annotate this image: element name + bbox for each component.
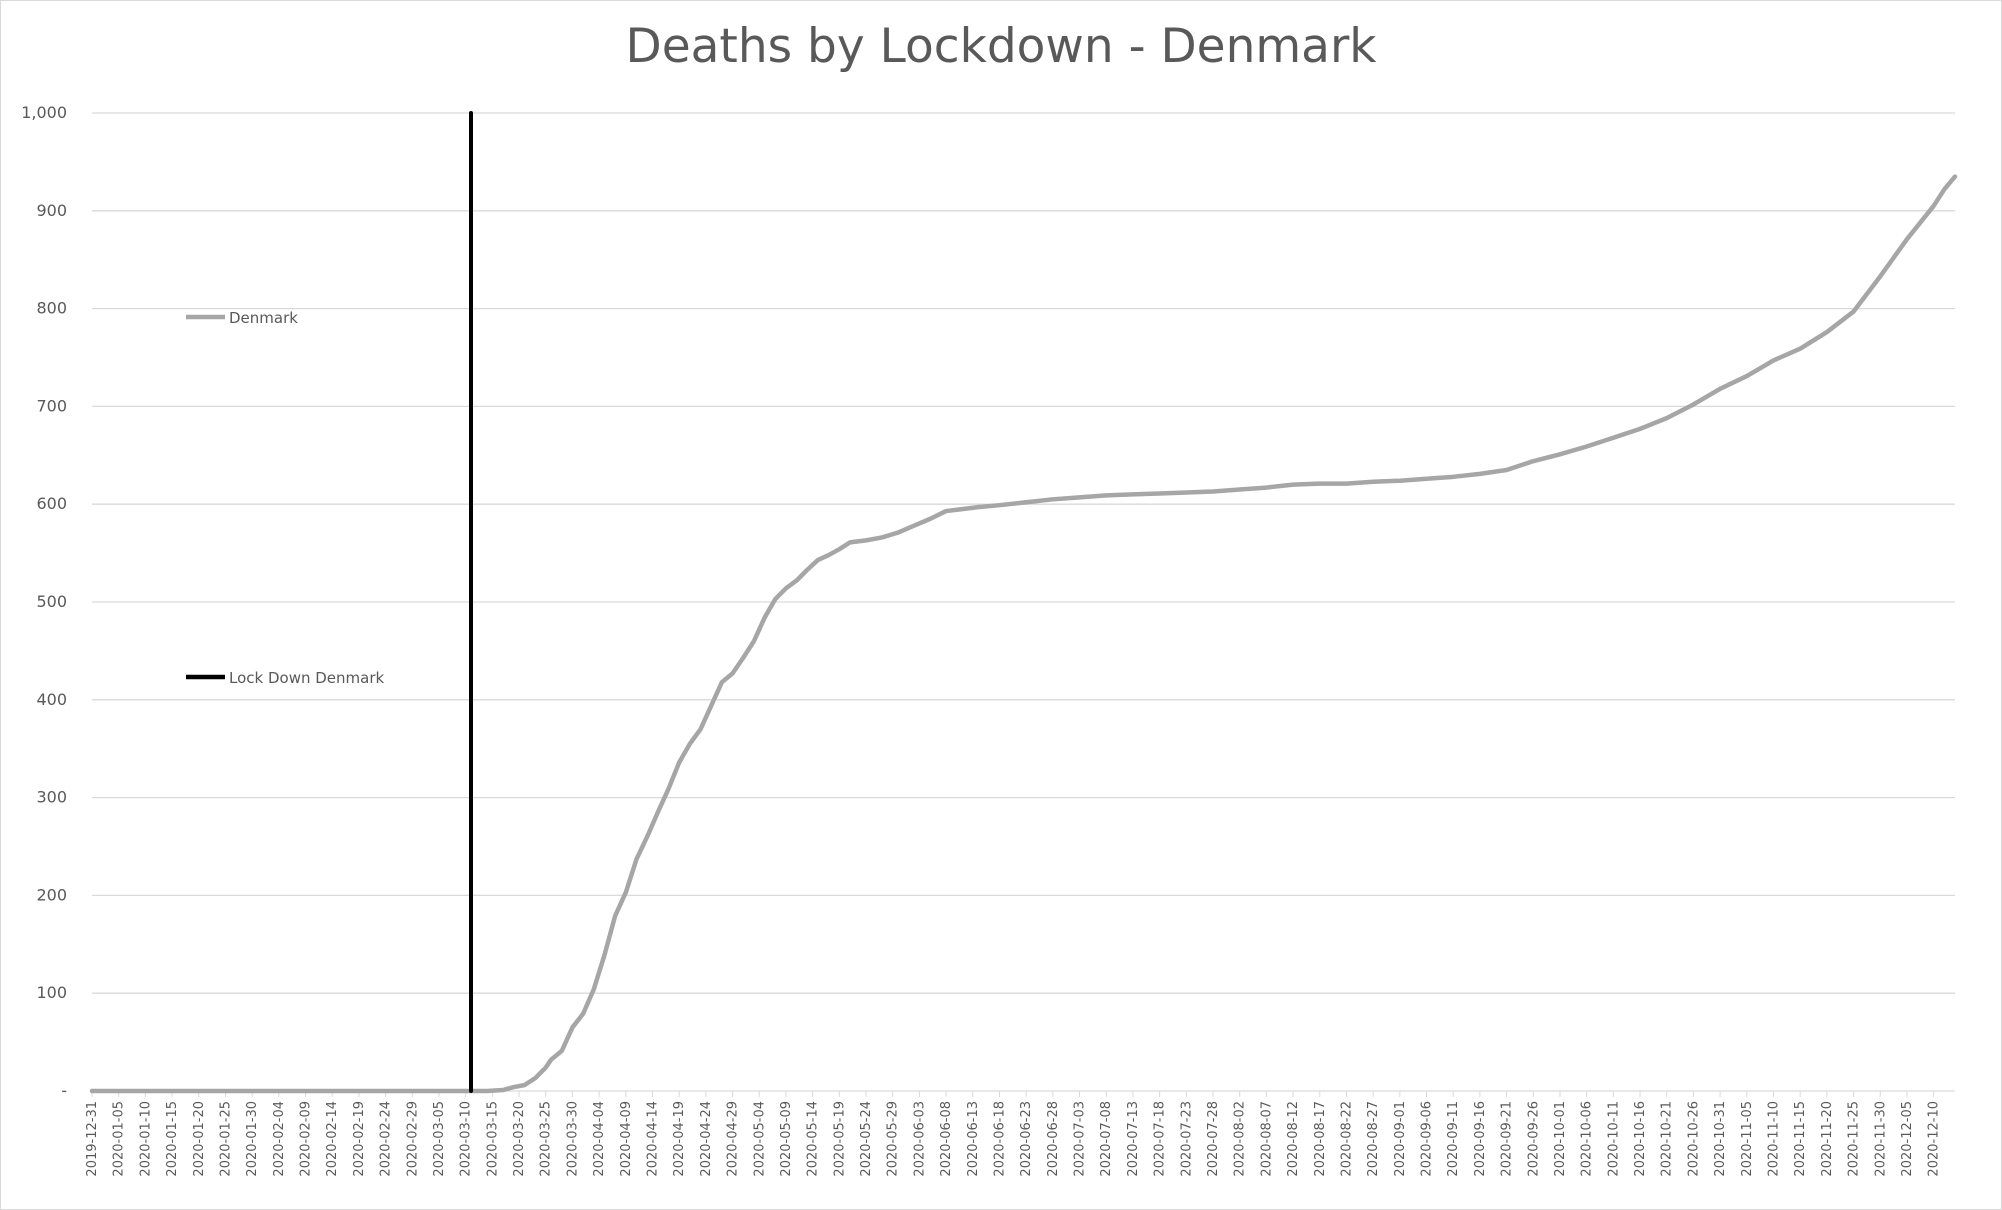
y-tick-label: 500: [36, 592, 67, 611]
x-tick-label: 2020-10-26: [1686, 1101, 1701, 1177]
y-axis: - 100 200 300 400 500 600 700 800 900 1,000: [21, 103, 67, 1100]
x-tick-label: 2020-02-14: [325, 1101, 340, 1177]
x-tick-label: 2020-01-10: [138, 1101, 153, 1177]
x-tick-label: 2020-03-30: [565, 1101, 580, 1177]
x-tick-label: 2020-07-28: [1206, 1101, 1221, 1177]
x-tick-label: 2019-12-31: [85, 1101, 100, 1177]
legend-label: Lock Down Denmark: [229, 669, 384, 687]
x-tick-label: 2020-07-18: [1153, 1101, 1168, 1177]
x-tick-label: 2020-02-24: [379, 1101, 394, 1177]
x-tick-label: 2020-01-25: [218, 1101, 233, 1177]
x-tick-label: 2020-04-04: [592, 1101, 607, 1177]
series-layer: [89, 111, 1958, 1094]
x-tick-label: 2020-02-09: [299, 1101, 314, 1177]
x-tick-label: 2020-11-05: [1740, 1101, 1755, 1177]
x-tick-label: 2020-03-20: [512, 1101, 527, 1177]
y-tick-label: 700: [36, 396, 67, 415]
x-tick-label: 2020-01-20: [192, 1101, 207, 1177]
x-tick-label: 2020-03-10: [459, 1101, 474, 1177]
y-tick-label: -: [61, 1081, 67, 1100]
x-axis: 2019-12-31 2020-01-05 2020-01-10 2020-01-15…: [85, 1091, 1942, 1177]
x-tick-label: 2020-02-04: [272, 1101, 287, 1177]
x-tick-label: 2020-08-22: [1339, 1101, 1354, 1177]
x-tick-label: 2020-08-27: [1366, 1101, 1381, 1177]
x-tick-label: 2020-11-20: [1820, 1101, 1835, 1177]
x-tick-label: 2020-10-06: [1580, 1101, 1595, 1177]
x-tick-label: 2020-10-16: [1633, 1101, 1648, 1177]
y-tick-label: 1,000: [21, 103, 67, 122]
x-tick-label: 2020-09-01: [1393, 1101, 1408, 1177]
x-tick-label: 2020-07-23: [1179, 1101, 1194, 1177]
x-tick-label: 2020-12-05: [1900, 1101, 1915, 1177]
x-tick-label: 2020-05-19: [832, 1101, 847, 1177]
y-tick-label: 400: [36, 690, 67, 709]
y-tick-label: 100: [36, 983, 67, 1002]
x-tick-label: 2020-09-26: [1526, 1101, 1541, 1177]
x-tick-label: 2020-08-07: [1259, 1101, 1274, 1177]
x-tick-label: 2020-10-11: [1606, 1101, 1621, 1177]
y-tick-label: 900: [36, 201, 67, 220]
x-tick-label: 2020-09-06: [1420, 1101, 1435, 1177]
x-tick-label: 2020-11-15: [1793, 1101, 1808, 1177]
x-tick-label: 2020-06-13: [966, 1101, 981, 1177]
x-tick-label: 2020-02-29: [405, 1101, 420, 1177]
x-tick-label: 2020-08-17: [1313, 1101, 1328, 1177]
x-tick-label: 2020-07-08: [1099, 1101, 1114, 1177]
x-tick-label: 2020-05-14: [806, 1101, 821, 1177]
x-tick-label: 2020-05-29: [886, 1101, 901, 1177]
x-tick-label: 2020-03-05: [432, 1101, 447, 1177]
x-tick-label: 2020-06-28: [1046, 1101, 1061, 1177]
x-tick-label: 2020-02-19: [352, 1101, 367, 1177]
x-tick-label: 2020-04-24: [699, 1101, 714, 1177]
x-tick-label: 2020-04-14: [646, 1101, 661, 1177]
chart-title: Deaths by Lockdown - Denmark: [625, 19, 1377, 74]
series-line-denmark: [89, 174, 1958, 1094]
gridlines: [92, 112, 1955, 1092]
x-tick-label: 2020-07-13: [1126, 1101, 1141, 1177]
x-tick-label: 2020-08-12: [1286, 1101, 1301, 1177]
x-tick-label: 2020-10-21: [1660, 1101, 1675, 1177]
y-tick-label: 600: [36, 494, 67, 513]
x-tick-label: 2020-09-21: [1500, 1101, 1515, 1177]
x-tick-label: 2020-01-30: [245, 1101, 260, 1177]
x-tick-label: 2020-07-03: [1073, 1101, 1088, 1177]
x-tick-label: 2020-05-24: [859, 1101, 874, 1177]
y-tick-label: 300: [36, 788, 67, 807]
legend: Denmark Lock Down Denmark: [186, 309, 384, 687]
x-tick-label: 2020-11-25: [1847, 1101, 1862, 1177]
legend-label: Denmark: [229, 309, 298, 327]
x-tick-label: 2020-10-01: [1553, 1101, 1568, 1177]
x-tick-label: 2020-11-30: [1873, 1101, 1888, 1177]
x-tick-label: 2020-01-15: [165, 1101, 180, 1177]
x-tick-label: 2020-11-10: [1767, 1101, 1782, 1177]
x-tick-label: 2020-04-19: [672, 1101, 687, 1177]
y-tick-label: 200: [36, 885, 67, 904]
y-tick-label: 800: [36, 299, 67, 318]
x-tick-label: 2020-09-16: [1473, 1101, 1488, 1177]
x-tick-label: 2020-06-23: [1019, 1101, 1034, 1177]
x-tick-label: 2020-03-25: [539, 1101, 554, 1177]
x-tick-label: 2020-08-02: [1233, 1101, 1248, 1177]
x-tick-label: 2020-09-11: [1446, 1101, 1461, 1177]
x-tick-label: 2020-05-04: [752, 1101, 767, 1177]
x-tick-label: 2020-03-15: [485, 1101, 500, 1177]
x-tick-label: 2020-06-03: [912, 1101, 927, 1177]
x-tick-label: 2020-04-29: [726, 1101, 741, 1177]
x-tick-label: 2020-12-10: [1927, 1101, 1942, 1177]
x-tick-label: 2020-06-08: [939, 1101, 954, 1177]
x-tick-label: 2020-01-05: [112, 1101, 127, 1177]
x-tick-label: 2020-06-18: [992, 1101, 1007, 1177]
x-tick-label: 2020-10-31: [1713, 1101, 1728, 1177]
x-tick-label: 2020-05-09: [779, 1101, 794, 1177]
x-tick-label: 2020-04-09: [619, 1101, 634, 1177]
